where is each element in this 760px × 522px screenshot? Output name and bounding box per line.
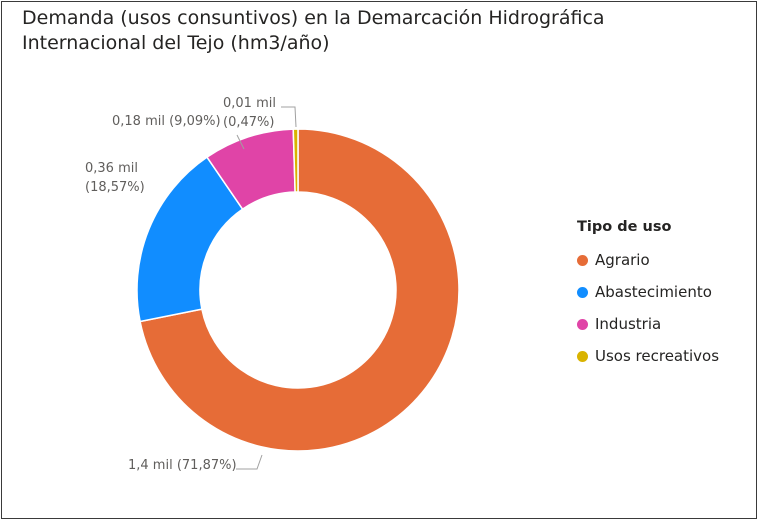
legend-swatch-industria [577,318,588,330]
legend-label-usos-recreativos: Usos recreativos [595,347,720,365]
leader-line-usos-recreativos [281,106,297,128]
legend: Tipo de uso Agrario Abastecimiento Indus… [577,217,719,372]
legend-label-industria: Industria [595,315,662,333]
leader-line-agrario [236,454,263,470]
chart-title: Demanda (usos consuntivos) en la Demarca… [22,7,605,54]
legend-item-usos-recreativos[interactable]: Usos recreativos [577,340,719,372]
slice-agrario[interactable] [139,128,460,452]
legend-swatch-abastecimiento [577,286,588,298]
data-label-usos-recreativos: 0,01 mil (0,47%) [223,96,276,130]
data-label-agrario: 1,4 mil (71,87%) [128,458,237,473]
legend-swatch-usos-recreativos [577,350,588,362]
legend-title: Tipo de uso [577,219,672,235]
legend-label-agrario: Agrario [595,251,650,269]
slice-usos-recreativos[interactable] [292,128,299,193]
legend-swatch-agrario [577,254,588,266]
leader-line-industria [236,134,245,150]
legend-label-abastecimiento: Abastecimiento [595,283,712,301]
data-label-industria: 0,18 mil (9,09%) [112,114,221,129]
data-label-abastecimiento: 0,36 mil (18,57%) [85,161,145,195]
legend-item-industria[interactable]: Industria [577,308,719,340]
legend-item-abastecimiento[interactable]: Abastecimiento [577,276,719,308]
legend-item-agrario[interactable]: Agrario [577,244,719,276]
